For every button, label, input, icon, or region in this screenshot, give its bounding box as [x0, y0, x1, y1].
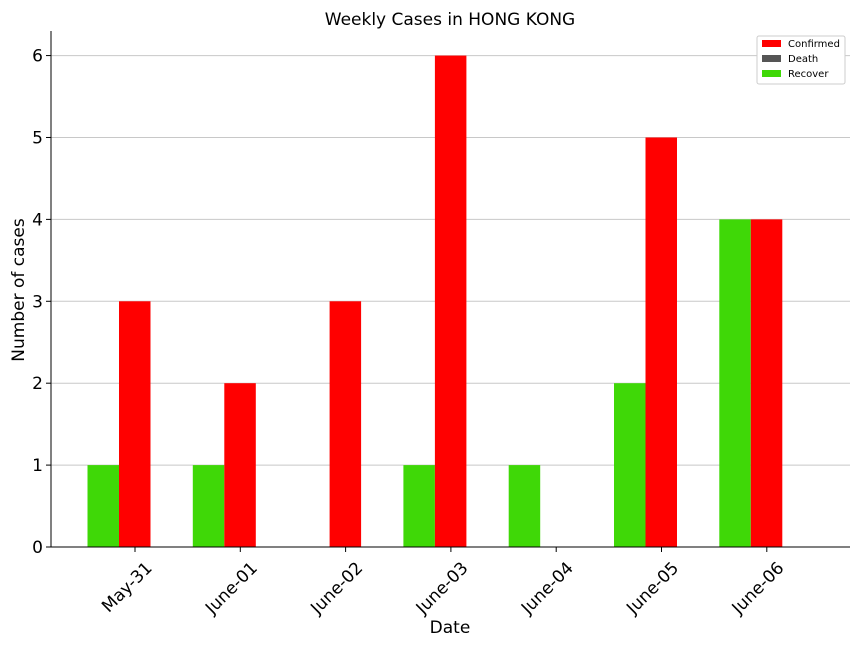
bar-recover — [508, 465, 541, 547]
x-tick-label: June-02 — [306, 558, 367, 619]
legend-label: Death — [788, 54, 818, 65]
x-tick-label: June-06 — [728, 558, 789, 619]
y-tick-label: 3 — [32, 292, 43, 312]
bar-recover — [719, 219, 751, 547]
bar-confirmed — [329, 301, 362, 547]
bar-confirmed — [645, 137, 677, 547]
y-tick-label: 1 — [32, 456, 43, 476]
y-tick-label: 2 — [32, 374, 43, 394]
y-tick-label: 0 — [32, 538, 43, 558]
bar-confirmed — [224, 383, 256, 547]
y-tick-label: 5 — [32, 128, 43, 148]
x-ticks: May-31 June-01 June-02 June-03 June-04 June-0… — [98, 547, 788, 619]
y-axis-label: Number of cases — [9, 218, 29, 362]
y-tick-label: 6 — [32, 47, 43, 67]
bar-recover — [614, 383, 646, 547]
x-tick-label: June-04 — [517, 558, 578, 619]
legend-swatch — [762, 70, 781, 77]
legend-swatch — [762, 40, 781, 47]
legend-label: Recover — [788, 69, 829, 80]
legend: Confirmed Death Recover — [756, 35, 846, 85]
bar-recover — [87, 465, 119, 547]
x-tick-label: June-03 — [412, 558, 473, 619]
x-tick-label: May-31 — [98, 558, 156, 616]
bar-recover — [403, 465, 435, 547]
y-tick-label: 4 — [32, 210, 43, 230]
legend-label: Confirmed — [788, 39, 840, 50]
x-tick-label: June-05 — [622, 558, 683, 619]
bar-recover — [192, 465, 225, 547]
y-ticks: 0 1 2 3 4 5 6 — [32, 47, 51, 558]
bar-confirmed — [119, 301, 151, 547]
chart-title: Weekly Cases in HONG KONG — [325, 10, 575, 30]
x-tick-label: June-01 — [201, 558, 262, 619]
bar-confirmed — [750, 219, 783, 547]
x-axis-label: Date — [430, 618, 471, 638]
bar-confirmed — [434, 55, 467, 547]
legend-swatch — [762, 55, 781, 62]
bars — [87, 55, 783, 547]
